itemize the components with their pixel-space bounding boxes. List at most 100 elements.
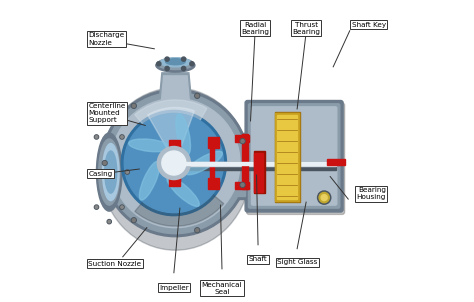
Circle shape	[195, 93, 200, 98]
Circle shape	[102, 89, 249, 237]
Text: Radial
Bearing: Radial Bearing	[241, 22, 269, 35]
Circle shape	[321, 194, 327, 201]
Bar	[173, 162, 336, 166]
Text: Suction Nozzle: Suction Nozzle	[88, 261, 141, 267]
Text: Shaft Key: Shaft Key	[352, 22, 386, 28]
Polygon shape	[169, 140, 180, 148]
Ellipse shape	[185, 151, 222, 175]
Bar	[254, 151, 265, 193]
Polygon shape	[209, 137, 219, 148]
Circle shape	[89, 170, 93, 174]
Polygon shape	[173, 145, 180, 181]
FancyBboxPatch shape	[248, 104, 340, 208]
Circle shape	[165, 66, 169, 71]
Bar	[173, 162, 336, 170]
Text: Thrust
Bearing: Thrust Bearing	[292, 22, 320, 35]
Circle shape	[95, 136, 98, 138]
FancyBboxPatch shape	[251, 107, 337, 205]
Ellipse shape	[139, 161, 160, 200]
Ellipse shape	[165, 59, 185, 65]
Circle shape	[182, 66, 186, 71]
Circle shape	[240, 182, 245, 187]
Circle shape	[131, 104, 136, 108]
Circle shape	[121, 206, 123, 208]
FancyBboxPatch shape	[246, 103, 345, 214]
Polygon shape	[205, 133, 246, 199]
Circle shape	[162, 151, 186, 175]
Polygon shape	[169, 178, 180, 185]
Ellipse shape	[102, 143, 119, 201]
Circle shape	[90, 171, 92, 173]
Ellipse shape	[156, 59, 195, 72]
Circle shape	[108, 121, 110, 124]
Circle shape	[108, 220, 110, 223]
Circle shape	[132, 104, 136, 108]
Circle shape	[121, 136, 123, 138]
Circle shape	[103, 162, 106, 165]
Text: Casing: Casing	[88, 171, 112, 177]
Circle shape	[125, 170, 129, 174]
Bar	[236, 135, 249, 142]
Bar	[236, 182, 249, 188]
Text: Mechanical
Seal: Mechanical Seal	[202, 282, 242, 295]
Text: Sight Glass: Sight Glass	[277, 259, 317, 265]
Circle shape	[102, 161, 107, 165]
Polygon shape	[159, 73, 192, 106]
Polygon shape	[207, 136, 245, 196]
Circle shape	[190, 62, 194, 66]
Bar	[255, 153, 264, 191]
Circle shape	[107, 120, 111, 124]
Text: Bearing
Housing: Bearing Housing	[356, 187, 386, 200]
Circle shape	[94, 135, 99, 139]
Circle shape	[240, 139, 245, 143]
Ellipse shape	[128, 139, 171, 152]
Ellipse shape	[99, 139, 120, 205]
Polygon shape	[210, 143, 214, 183]
Circle shape	[196, 229, 199, 232]
Circle shape	[121, 111, 227, 216]
Wedge shape	[135, 100, 207, 163]
Circle shape	[132, 219, 136, 222]
Circle shape	[94, 205, 99, 209]
Circle shape	[196, 94, 199, 97]
Ellipse shape	[100, 88, 251, 250]
Circle shape	[241, 140, 244, 143]
Polygon shape	[161, 76, 190, 103]
Circle shape	[318, 191, 331, 204]
Text: Shaft: Shaft	[249, 256, 267, 262]
Circle shape	[120, 205, 124, 209]
Circle shape	[165, 57, 169, 61]
Circle shape	[95, 206, 98, 208]
Bar	[274, 112, 300, 202]
Bar	[327, 159, 345, 165]
Circle shape	[241, 183, 244, 186]
Circle shape	[157, 62, 161, 66]
Circle shape	[157, 146, 191, 180]
Text: Centerline
Mounted
Support: Centerline Mounted Support	[88, 103, 126, 124]
Circle shape	[124, 114, 223, 213]
Text: Impeller: Impeller	[159, 285, 189, 291]
Circle shape	[126, 171, 128, 173]
Bar	[242, 134, 248, 188]
Circle shape	[111, 98, 240, 228]
Ellipse shape	[160, 58, 191, 67]
Circle shape	[105, 92, 246, 234]
Wedge shape	[147, 108, 194, 163]
Text: Discharge
Nozzle: Discharge Nozzle	[88, 32, 125, 46]
Circle shape	[182, 57, 186, 61]
Circle shape	[319, 192, 329, 203]
Circle shape	[107, 220, 111, 224]
Bar	[277, 115, 297, 199]
Ellipse shape	[176, 114, 191, 155]
Circle shape	[195, 228, 200, 233]
Polygon shape	[209, 178, 219, 188]
Ellipse shape	[97, 133, 122, 211]
Circle shape	[120, 135, 124, 139]
FancyBboxPatch shape	[245, 101, 343, 212]
Bar	[173, 162, 336, 165]
Wedge shape	[135, 163, 224, 226]
Bar	[275, 114, 299, 201]
Ellipse shape	[157, 58, 193, 69]
Circle shape	[131, 218, 136, 223]
Ellipse shape	[105, 151, 117, 193]
